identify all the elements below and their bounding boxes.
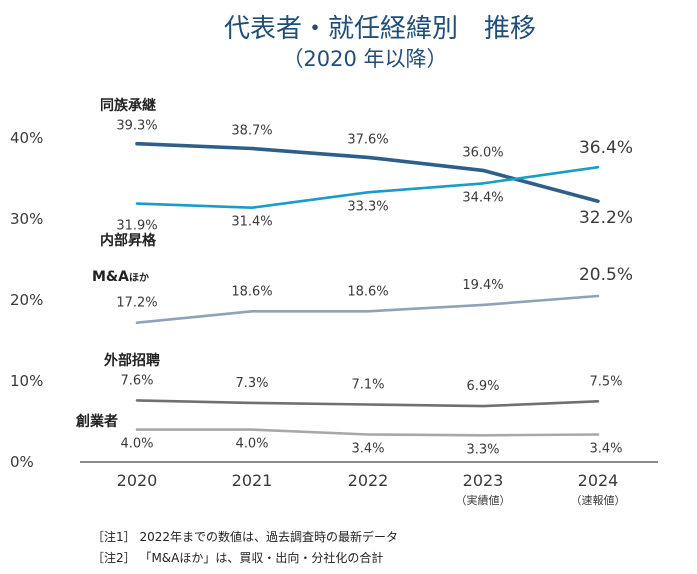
chart-subtitle: （2020 年以降） [282, 47, 447, 71]
data-label-dozoku: 37.6% [347, 132, 388, 147]
series-lines [135, 141, 600, 437]
series-line-dozoku [135, 141, 600, 203]
series-line-naibu [135, 165, 600, 209]
y-tick-label: 10% [10, 372, 43, 390]
y-tick-label: 0% [10, 453, 34, 471]
series-name-naibu: 内部昇格 [100, 232, 157, 249]
data-label-naibu: 34.4% [462, 190, 503, 205]
data-labels: 39.3% 38.7% 37.6% 36.0% 32.2% 31.9% 31.4% 33.3%… [116, 119, 633, 458]
series-name-suffix: ほか [129, 272, 149, 284]
data-label-gaibu: 7.6% [120, 373, 153, 388]
footnote-1: ［注1］ 2022年までの数値は、過去調査時の最新データ [92, 529, 398, 544]
data-label-sougyou: 3.4% [351, 441, 384, 456]
series-name-sougyou: 創業者 [75, 413, 118, 430]
data-label-sougyou: 4.0% [235, 437, 268, 452]
data-label-ma: 18.6% [231, 284, 272, 299]
data-label-sougyou: 3.3% [466, 442, 499, 457]
series-name-main: 同族承継 [100, 97, 156, 114]
data-label-dozoku: 32.2% [579, 208, 633, 228]
series-line-sougyou [135, 428, 600, 437]
data-label-ma: 20.5% [579, 265, 633, 285]
series-name-main: M&A [92, 269, 129, 285]
series-name-dozoku: 同族承継 [100, 97, 156, 114]
chart-title: 代表者・就任経緯別 推移 [224, 14, 536, 44]
y-tick-label: 30% [10, 210, 43, 228]
series-name-main: 創業者 [75, 413, 118, 430]
axes: 0% 10% 20% 30% 40% 2020 2021 2022 2023 （実績値） 2024 （… [10, 129, 658, 507]
x-tick-label: 2021 [232, 471, 273, 490]
data-label-naibu: 36.4% [579, 138, 633, 158]
data-label-naibu: 31.9% [116, 219, 157, 234]
data-label-ma: 18.6% [347, 284, 388, 299]
footnote-2: ［注2］ 「M&Aほか」は、買収・出向・分社化の合計 [92, 550, 383, 565]
x-tick-sublabel: （速報値） [571, 494, 626, 507]
series-line-gaibu [135, 399, 600, 408]
data-label-gaibu: 7.3% [235, 376, 268, 391]
data-label-dozoku: 36.0% [462, 145, 503, 160]
data-label-naibu: 31.4% [231, 215, 272, 230]
data-label-dozoku: 38.7% [231, 124, 272, 139]
series-name-main: 内部昇格 [100, 232, 157, 249]
y-tick-label: 20% [10, 291, 43, 309]
data-label-gaibu: 6.9% [466, 379, 499, 394]
x-tick-label: 2020 [117, 471, 158, 490]
series-name-main: 外部招聘 [104, 352, 160, 369]
series-line-ma [135, 294, 600, 325]
data-label-gaibu: 7.5% [589, 374, 622, 389]
data-label-dozoku: 39.3% [116, 119, 157, 134]
data-label-naibu: 33.3% [347, 199, 388, 214]
data-label-gaibu: 7.1% [351, 377, 384, 392]
y-tick-label: 40% [10, 129, 43, 147]
data-label-ma: 17.2% [116, 296, 157, 311]
data-label-sougyou: 4.0% [120, 437, 153, 452]
series-name-ma: M&Aほか [92, 269, 149, 285]
data-label-sougyou: 3.4% [589, 441, 622, 456]
x-tick-sublabel: （実績値） [456, 493, 511, 507]
x-tick-label: 2022 [348, 471, 389, 490]
data-label-ma: 19.4% [462, 278, 503, 293]
series-name-gaibu: 外部招聘 [104, 352, 160, 369]
x-tick-label: 2023 [463, 471, 504, 490]
x-tick-label: 2024 [578, 471, 619, 490]
